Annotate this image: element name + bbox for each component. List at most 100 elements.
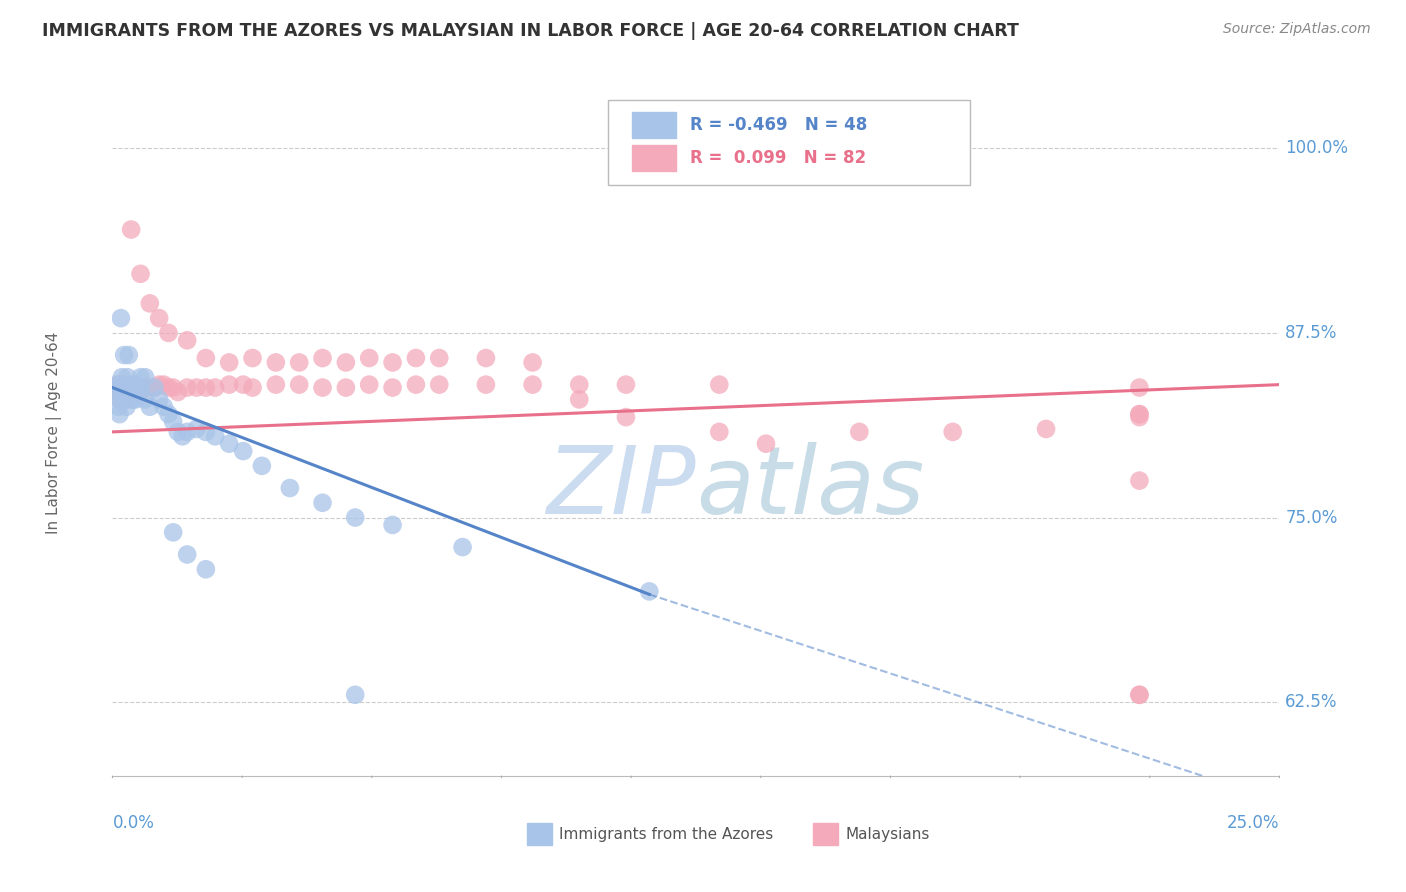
Point [117,370,139,384]
Point [153,400,176,414]
Point [1128,410,1150,425]
Point [115,400,138,414]
Point [264,355,287,369]
Point [105,384,128,399]
Point [176,334,198,348]
Text: 75.0%: 75.0% [1285,508,1337,526]
Point [451,540,474,554]
Point [111,380,134,394]
Point [115,392,138,407]
Point [111,384,134,399]
Point [176,425,198,439]
Point [264,377,287,392]
Point [153,377,176,392]
Point [157,407,180,421]
Point [1035,422,1057,436]
Point [172,429,194,443]
Point [115,380,138,394]
Point [568,392,591,407]
Point [359,377,381,392]
Point [105,377,128,392]
Point [148,392,170,407]
Point [139,400,162,414]
Text: 25.0%: 25.0% [1227,814,1279,832]
Point [381,355,404,369]
Point [110,377,132,392]
Point [143,380,166,394]
Text: IMMIGRANTS FROM THE AZORES VS MALAYSIAN IN LABOR FORCE | AGE 20-64 CORRELATION C: IMMIGRANTS FROM THE AZORES VS MALAYSIAN … [42,22,1019,40]
Point [335,355,357,369]
Point [143,380,166,394]
Point [1128,474,1150,488]
Point [381,517,404,532]
Point [848,425,870,439]
Point [242,380,264,394]
Point [157,326,180,340]
Point [755,436,778,450]
Point [148,377,170,392]
Point [427,377,450,392]
Point [242,351,264,365]
Point [381,380,404,394]
Point [129,380,152,394]
Point [148,311,170,326]
Text: R =  0.099   N = 82: R = 0.099 N = 82 [690,149,866,167]
Point [120,380,142,394]
Point [118,384,141,399]
Point [125,380,148,394]
Point [111,370,134,384]
Point [139,296,162,310]
Point [122,392,145,407]
Point [1128,380,1150,394]
Text: 100.0%: 100.0% [1285,139,1348,157]
Point [709,377,731,392]
Point [115,380,138,394]
Bar [631,112,676,138]
Point [288,377,311,392]
Point [105,384,128,399]
Point [118,380,141,394]
Point [335,380,357,394]
Point [522,377,544,392]
Point [522,355,544,369]
Point [129,384,152,399]
Point [107,377,129,392]
Point [125,377,148,392]
Point [218,377,240,392]
Point [162,380,184,394]
Point [129,370,152,384]
Text: 62.5%: 62.5% [1285,693,1337,711]
Point [311,380,333,394]
Point [166,425,188,439]
Point [359,351,381,365]
Point [475,377,498,392]
Point [427,351,450,365]
Point [108,407,131,421]
Bar [813,823,838,846]
Text: Immigrants from the Azores: Immigrants from the Azores [560,827,773,842]
Bar [527,823,553,846]
Point [194,562,217,576]
Point [107,380,129,394]
Point [117,380,139,394]
Point [112,392,135,407]
Point [344,688,367,702]
Point [118,348,141,362]
Point [125,380,148,394]
Point [614,410,637,425]
Point [709,425,731,439]
Point [120,384,142,399]
Text: Source: ZipAtlas.com: Source: ZipAtlas.com [1223,22,1371,37]
Point [134,380,156,394]
Point [288,355,311,369]
Point [120,392,142,407]
Point [157,380,180,394]
Point [108,392,131,407]
Point [111,380,134,394]
Point [1128,688,1150,702]
Text: 87.5%: 87.5% [1285,324,1337,342]
Point [176,548,198,562]
Point [218,355,240,369]
Point [475,351,498,365]
Point [311,351,333,365]
